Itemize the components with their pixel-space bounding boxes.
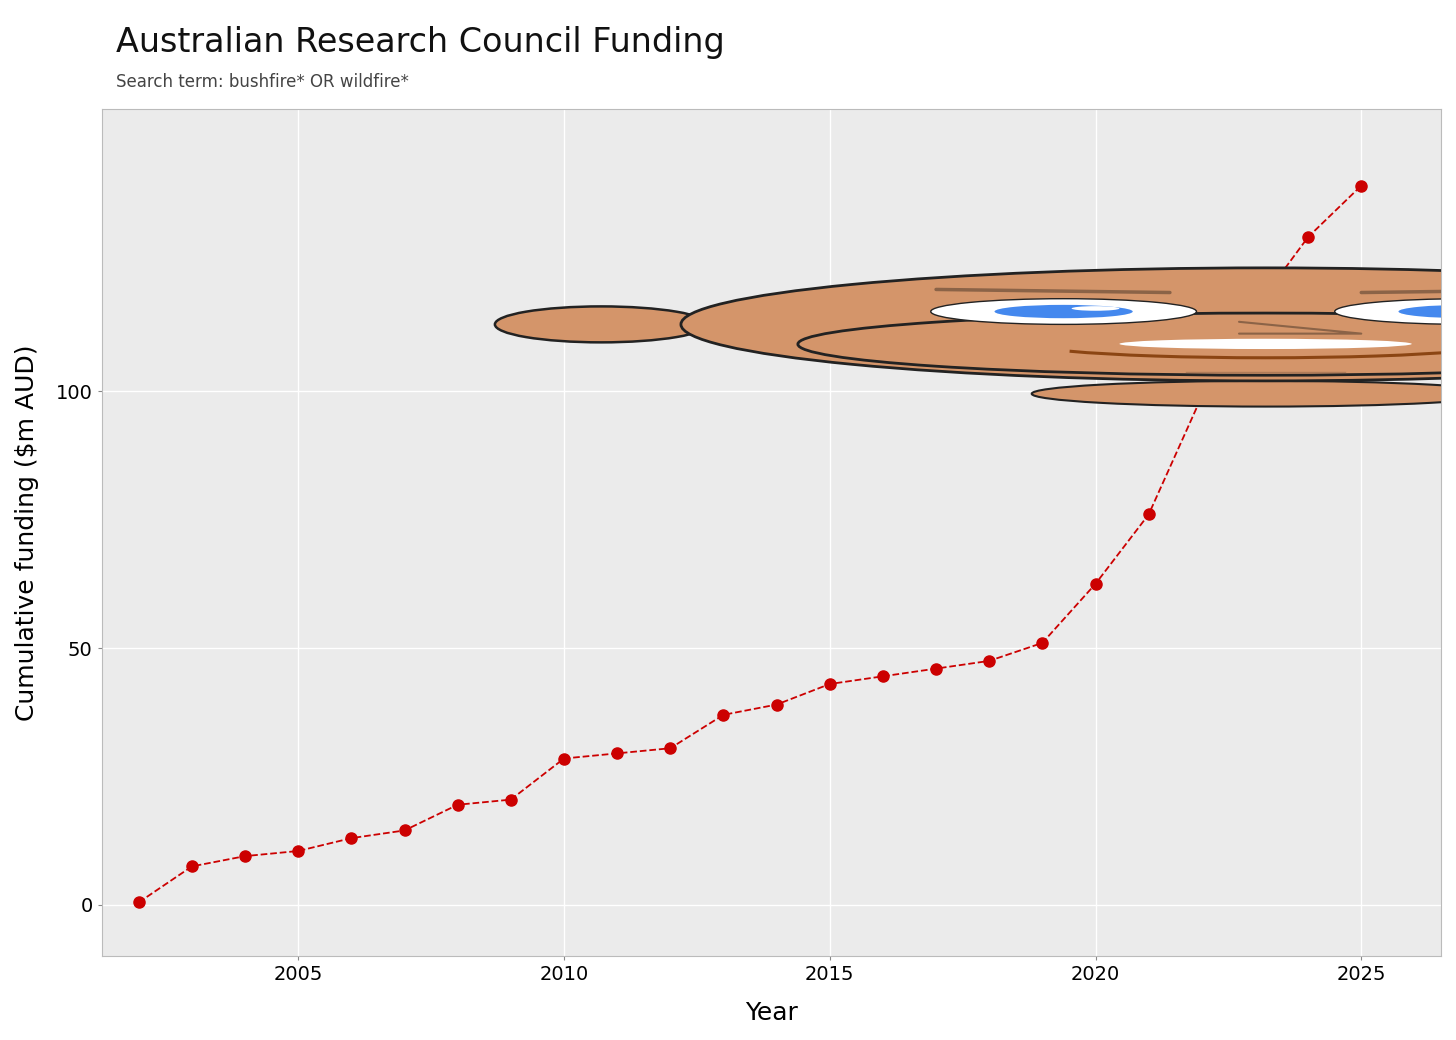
X-axis label: Year: Year (745, 1000, 798, 1025)
Circle shape (994, 305, 1133, 318)
Ellipse shape (798, 313, 1456, 375)
Ellipse shape (1120, 339, 1412, 349)
Circle shape (681, 268, 1456, 381)
Ellipse shape (495, 307, 708, 342)
Circle shape (930, 298, 1197, 324)
Circle shape (1335, 298, 1456, 324)
Circle shape (1398, 305, 1456, 318)
Y-axis label: Cumulative funding ($m AUD): Cumulative funding ($m AUD) (15, 344, 39, 721)
Text: Australian Research Council Funding: Australian Research Council Funding (116, 26, 725, 59)
Text: Search term: bushfire* OR wildfire*: Search term: bushfire* OR wildfire* (116, 73, 409, 90)
Circle shape (1072, 306, 1120, 311)
Ellipse shape (1032, 381, 1456, 407)
